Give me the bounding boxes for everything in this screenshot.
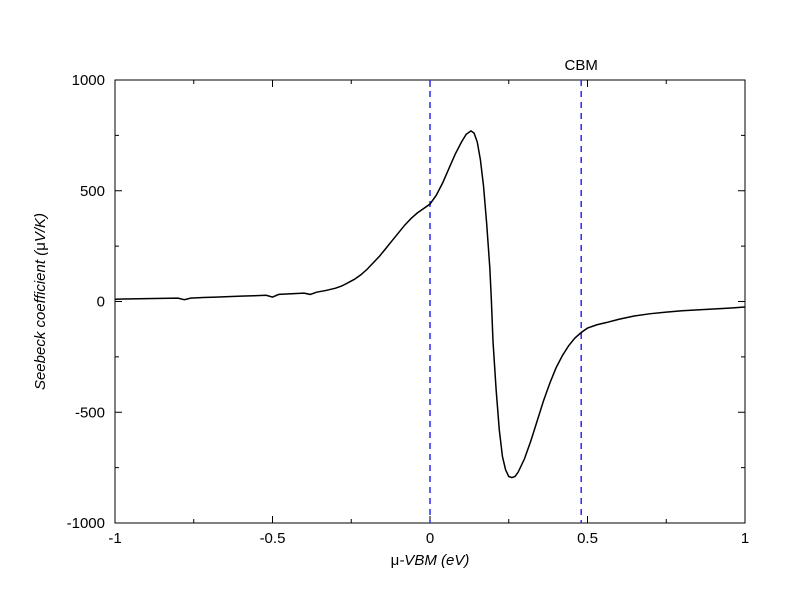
x-tick-label: -1 <box>108 530 121 547</box>
seebeck-chart: -1 -0.5 0 0.5 1 -1000 -500 0 500 1000 CBM μ-VBM (eV… <box>0 0 792 612</box>
x-tick-label: 0 <box>426 530 434 547</box>
x-axis-label: μ-VBM (eV) <box>391 552 470 569</box>
chart-background <box>0 0 792 612</box>
y-tick-label: 1000 <box>72 72 105 89</box>
annotation-label: CBM <box>565 57 598 74</box>
x-tick-label: 1 <box>741 530 749 547</box>
y-tick-label: 500 <box>80 183 105 200</box>
x-tick-label: 0.5 <box>577 530 598 547</box>
x-tick-label: -0.5 <box>260 530 286 547</box>
y-tick-label: 0 <box>97 294 105 311</box>
y-tick-label: -1000 <box>67 515 105 532</box>
y-axis-label: Seebeck coefficient (μV/K) <box>32 213 49 390</box>
y-tick-label: -500 <box>75 404 105 421</box>
